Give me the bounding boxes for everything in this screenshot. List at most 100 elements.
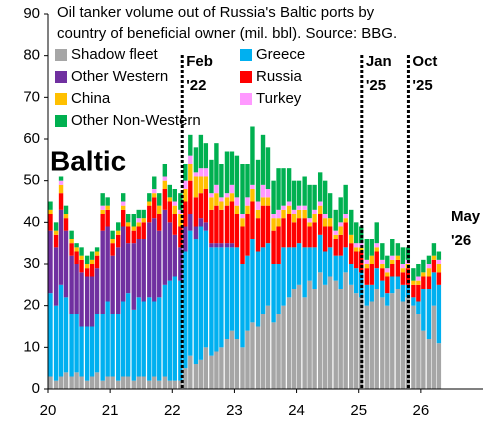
bar-segment — [157, 193, 162, 206]
bar-segment — [291, 247, 297, 289]
bar-segment — [338, 197, 343, 223]
bar-segment — [411, 280, 416, 285]
bar-segment — [74, 264, 79, 314]
bar-segment — [265, 147, 271, 189]
bar-segment — [152, 301, 157, 377]
bar-segment — [411, 284, 416, 298]
bar-segment — [400, 268, 406, 273]
bar-segment — [380, 268, 385, 281]
bar-segment — [380, 280, 385, 298]
bar-segment — [183, 189, 188, 202]
bar-segment — [167, 280, 173, 381]
bar-segment — [136, 209, 141, 219]
bar-segment — [281, 168, 286, 206]
bar-segment — [327, 226, 333, 248]
bar-segment — [354, 251, 359, 269]
bar-segment — [240, 164, 245, 214]
bar-segment — [333, 255, 338, 281]
bar-segment — [105, 209, 110, 227]
bar-segment — [229, 243, 235, 248]
bar-segment — [89, 376, 95, 389]
bar-segment — [354, 243, 359, 248]
bar-segment — [193, 226, 199, 239]
bar-segment — [426, 264, 432, 269]
bar-segment — [395, 255, 401, 260]
bar-segment — [416, 301, 421, 314]
bar-segment — [390, 276, 395, 294]
bar-segment — [172, 201, 177, 206]
bar-segment — [63, 214, 69, 219]
bar-segment — [100, 193, 105, 206]
bar-segment — [214, 247, 219, 352]
bar-segment — [58, 176, 64, 181]
bar-segment — [69, 239, 74, 244]
x-tick-label: 22 — [164, 402, 181, 419]
bar-segment — [69, 255, 74, 314]
x-tick-label: 25 — [350, 402, 367, 419]
bar-segment — [281, 305, 286, 389]
bar-segment — [390, 239, 395, 256]
bar-segment — [209, 247, 214, 356]
bar-segment — [69, 230, 74, 239]
bar-segment — [291, 209, 297, 214]
bar-segment — [84, 380, 90, 389]
bar-segment — [260, 314, 266, 389]
bar-segment — [276, 209, 281, 219]
bar-segment — [157, 205, 162, 214]
bar-segment — [349, 243, 354, 264]
bar-segment — [203, 143, 209, 169]
bar-segment — [136, 297, 141, 377]
bar-segment — [219, 247, 224, 348]
bar-segment — [374, 243, 379, 248]
bar-segment — [105, 197, 110, 206]
bar-segment — [120, 226, 126, 302]
bar-segment — [322, 251, 328, 285]
legend-label: Greece — [256, 46, 305, 63]
bar-segment — [224, 151, 230, 194]
annotation: '25 — [412, 77, 432, 94]
bar-segment — [63, 230, 69, 298]
bar-segment — [250, 189, 255, 202]
bar-segment — [431, 305, 437, 389]
bar-segment — [209, 209, 214, 244]
bar-segment — [147, 380, 152, 389]
bar-segment — [426, 339, 432, 389]
bar-segment — [198, 193, 204, 219]
bar-segment — [198, 176, 204, 194]
bar-segment — [69, 314, 74, 377]
bar-segment — [229, 330, 235, 389]
bar-segment — [167, 201, 173, 223]
bar-segment — [162, 376, 168, 389]
bar-segment — [307, 222, 312, 227]
bar-segment — [105, 205, 110, 210]
bar-segment — [136, 226, 141, 239]
bar-segment — [183, 164, 188, 181]
bar-segment — [364, 268, 369, 285]
bar-segment — [265, 305, 271, 389]
bar-segment — [317, 205, 323, 214]
bar-segment — [436, 284, 442, 344]
legend-swatch — [55, 93, 67, 105]
bar-segment — [265, 189, 271, 198]
bar-segment — [385, 293, 390, 306]
bar-segment — [421, 259, 426, 273]
bar-segment — [105, 376, 110, 389]
bar-segment — [421, 289, 426, 331]
bar-segment — [94, 268, 100, 314]
bar-segment — [411, 297, 416, 306]
bar-segment — [105, 226, 110, 302]
bar-segment — [53, 380, 59, 389]
bar-segment — [58, 184, 64, 194]
bar-segment — [74, 243, 79, 248]
bar-segment — [322, 284, 328, 389]
bar-segment — [255, 159, 261, 202]
bar-segment — [421, 330, 426, 389]
bar-segment — [234, 205, 240, 214]
bar-segment — [63, 297, 69, 373]
bar-segment — [343, 218, 348, 223]
bar-segment — [364, 305, 369, 389]
bar-segment — [224, 243, 230, 248]
x-tick-label: 26 — [413, 402, 430, 419]
bar-segment — [312, 289, 317, 389]
bar-segment — [193, 239, 199, 364]
